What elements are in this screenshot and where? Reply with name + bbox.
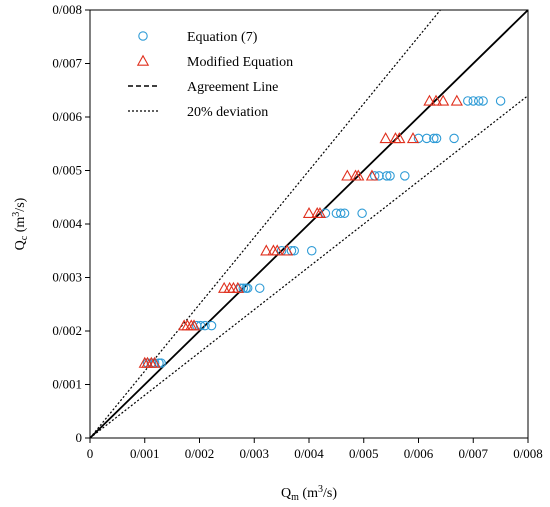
x-tick-label: 0/006 <box>404 446 434 461</box>
modified-equation-point <box>231 281 244 293</box>
y-axis-title-sub: c <box>19 235 30 240</box>
legend-label: Modified Equation <box>187 55 293 70</box>
legend-label: Equation (7) <box>187 30 258 45</box>
legend-label: Agreement Line <box>187 80 278 95</box>
y-axis-title-sup: 3 <box>11 212 22 217</box>
x-tick-label: 0/008 <box>513 446 543 461</box>
y-axis-title-unit: (m <box>13 217 28 236</box>
deviation-line <box>90 10 442 438</box>
equation7-point <box>306 246 317 256</box>
y-axis-title-unit-end: /s) <box>13 197 28 211</box>
x-tick-label: 0/001 <box>130 446 160 461</box>
x-tick-label: 0/002 <box>185 446 215 461</box>
legend-circle-symbol <box>138 31 148 41</box>
modified-equation-point <box>379 132 392 144</box>
legend: Equation (7) Modified Equation Agreement L… <box>128 30 293 120</box>
equation7-point <box>421 133 432 144</box>
agreement-line <box>90 10 528 438</box>
modified-equation-point <box>187 319 201 331</box>
equation7-point <box>495 96 506 106</box>
equation7-point <box>339 208 350 219</box>
modified-equation-point <box>352 169 365 181</box>
deviation-line <box>90 95 528 438</box>
y-tick-label: 0/005 <box>52 163 82 178</box>
modified-equation-point <box>260 244 273 256</box>
equation7-point <box>200 320 210 331</box>
x-axis-title-sub: m <box>291 492 299 503</box>
equation7-point <box>254 283 265 293</box>
x-axis-title-unit: (m <box>299 486 318 501</box>
modified-equation-point <box>437 94 450 106</box>
x-tick-label: 0 <box>87 446 94 461</box>
x-tick-label: 0/007 <box>458 446 488 461</box>
equation7-point <box>381 171 392 181</box>
equation7-point <box>336 208 346 219</box>
modified-equation-point <box>365 169 379 181</box>
modified-equation-point <box>423 94 436 106</box>
equation7-point <box>429 133 439 144</box>
x-tick-label: 0/003 <box>239 446 269 461</box>
x-tick-label: 0/004 <box>294 446 324 461</box>
x-axis-title-sup: 3 <box>318 484 323 495</box>
equation7-point <box>473 96 484 106</box>
y-tick-label: 0 <box>76 430 83 445</box>
x-tick-label: 0/005 <box>349 446 379 461</box>
y-tick-label: 0/008 <box>52 2 82 17</box>
y-tick-label: 0/003 <box>52 270 82 285</box>
equation7-point <box>468 96 478 106</box>
data-points <box>138 94 506 368</box>
equation7-point <box>357 208 367 219</box>
equation7-point <box>242 283 253 293</box>
x-axis-title-unit-end: /s) <box>323 486 337 501</box>
x-axis-title: Qm (m3/s) <box>281 484 337 503</box>
modified-equation-point <box>313 206 327 219</box>
y-tick-label: 0/004 <box>52 216 82 231</box>
equation7-point <box>463 96 473 106</box>
y-axis-title-main: Q <box>13 240 28 250</box>
equation7-point <box>449 133 459 144</box>
modified-equation-point <box>302 206 316 219</box>
reference-lines <box>90 10 528 438</box>
legend-triangle-symbol <box>136 54 150 66</box>
modified-equation-point <box>280 244 294 256</box>
y-tick-label: 0/007 <box>52 56 82 71</box>
equation7-point <box>478 96 488 106</box>
modified-equation-point <box>450 94 463 106</box>
equation7-point <box>400 171 410 181</box>
modified-equation-point <box>271 244 284 256</box>
y-tick-label: 0/001 <box>52 377 82 392</box>
modified-equation-point <box>218 281 231 293</box>
legend-label: 20% deviation <box>187 105 268 120</box>
equation7-point <box>206 320 217 331</box>
modified-equation-point <box>406 132 420 144</box>
y-tick-label: 0/006 <box>52 109 82 124</box>
modified-equation-point <box>393 132 406 144</box>
y-tick-label: 0/002 <box>52 323 82 338</box>
equation7-point <box>431 133 442 144</box>
axis-ticks: 0 0/001 0/002 0/003 0/004 0/005 0/006 0/007 0/00… <box>52 2 542 461</box>
modified-equation-point <box>148 356 161 368</box>
modified-equation-point <box>341 169 354 181</box>
y-axis-title: Qc (m3/s) <box>11 197 30 250</box>
equation7-point <box>385 171 395 181</box>
modified-equation-point <box>429 94 443 106</box>
x-axis-title-main: Q <box>281 486 291 501</box>
